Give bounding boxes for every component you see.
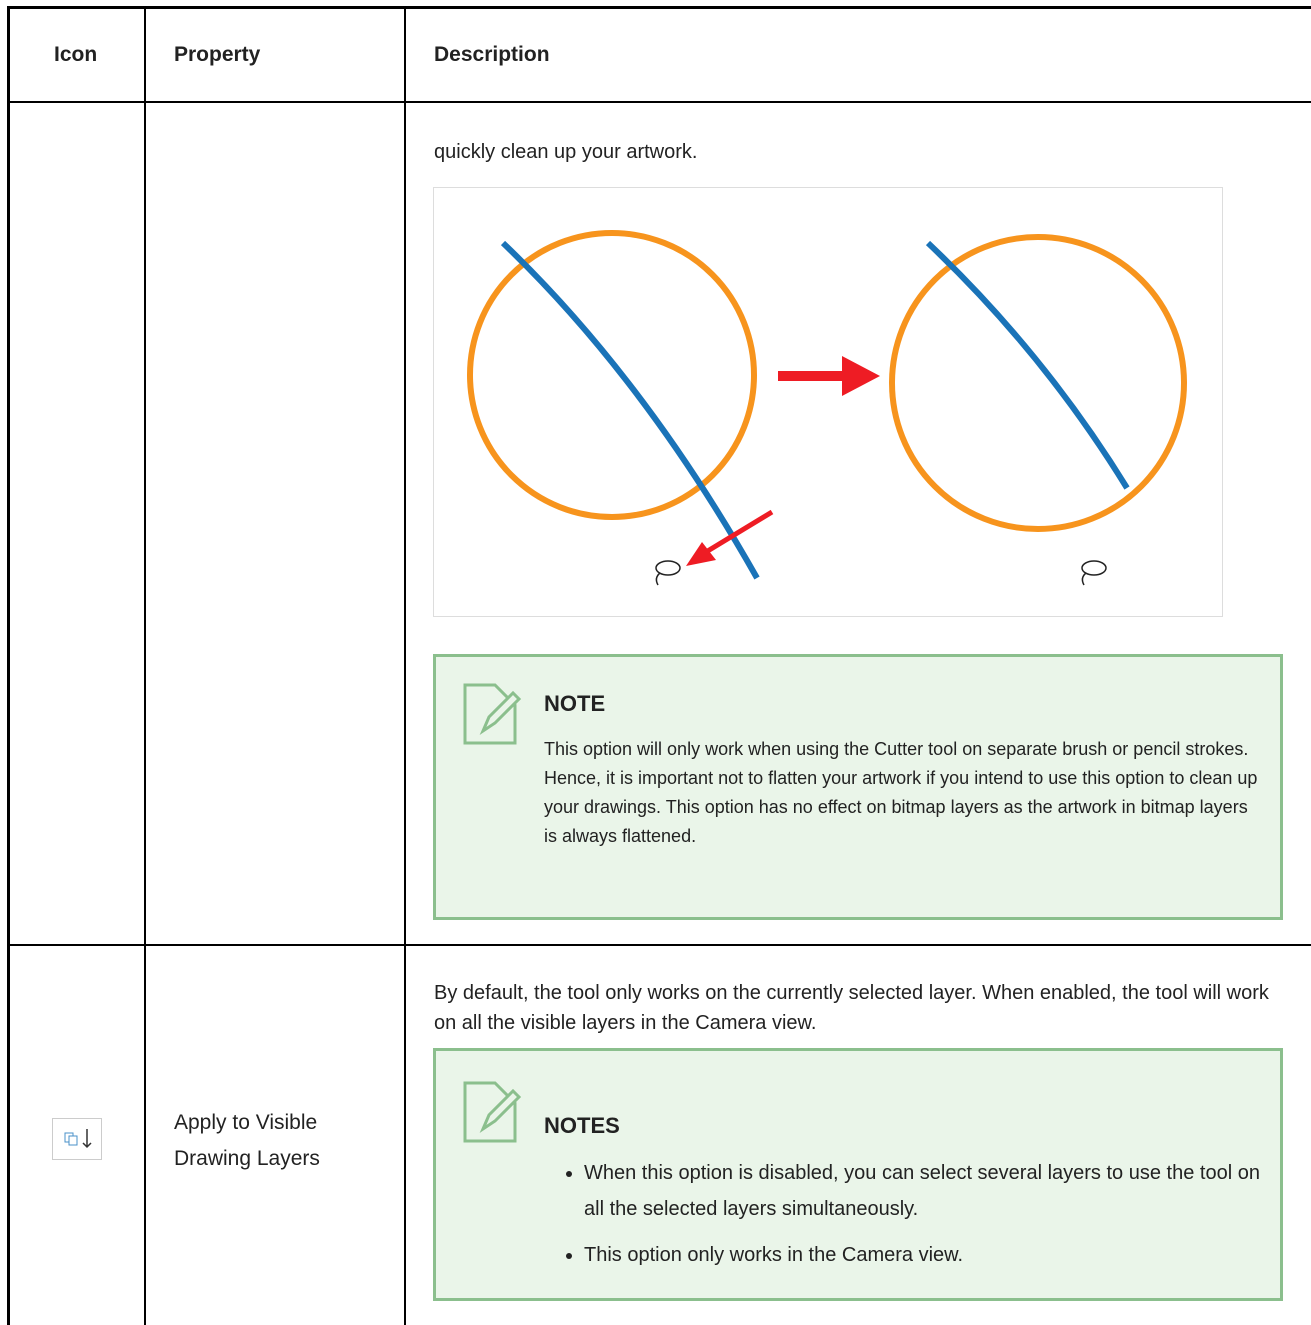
note-list: When this option is disabled, you can se…: [544, 1155, 1264, 1273]
row-divider: [7, 101, 1311, 103]
row-divider: [7, 944, 1311, 946]
property-icon-glyph: [64, 1129, 92, 1149]
table-border: [7, 6, 10, 1325]
description-text: By default, the tool only works on the c…: [434, 982, 1269, 1034]
note-item: This option only works in the Camera vie…: [584, 1237, 1264, 1273]
note-title: NOTE: [544, 691, 606, 716]
note-item: When this option is disabled, you can se…: [584, 1155, 1264, 1227]
illustration: [433, 187, 1223, 617]
column-divider: [144, 6, 146, 1325]
property-icon: [52, 1118, 102, 1160]
header-cell: Icon: [54, 43, 98, 66]
header-cell: Property: [174, 43, 261, 66]
table-border: [7, 6, 1311, 9]
property-name: Apply to Visible Drawing Layers: [174, 1111, 320, 1170]
column-divider: [404, 6, 406, 1325]
illustration-art: [467, 230, 1187, 586]
note-icon: [463, 683, 522, 745]
header-cell: Description: [434, 43, 550, 66]
note-icon: [463, 1081, 522, 1143]
note-text: This option will only work when using th…: [544, 739, 1258, 846]
description-text: quickly clean up your artwork.: [434, 141, 698, 163]
note-title: NOTES: [544, 1113, 620, 1138]
note-box: NOTE This option will only work when usi…: [433, 654, 1283, 920]
note-box: NOTES When this option is disabled, you …: [433, 1048, 1283, 1301]
